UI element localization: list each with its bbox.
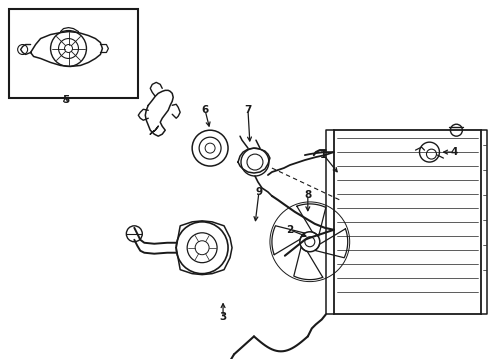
Text: 7: 7 — [245, 105, 252, 115]
Text: 3: 3 — [220, 312, 227, 323]
Bar — [334, 130, 481, 315]
Text: 5: 5 — [62, 95, 69, 105]
Text: 8: 8 — [304, 190, 312, 200]
Text: 1: 1 — [320, 150, 327, 160]
Text: 2: 2 — [286, 225, 294, 235]
Text: 9: 9 — [255, 187, 263, 197]
Text: 4: 4 — [451, 147, 458, 157]
Bar — [9, 9, 138, 98]
Text: 6: 6 — [201, 105, 209, 115]
